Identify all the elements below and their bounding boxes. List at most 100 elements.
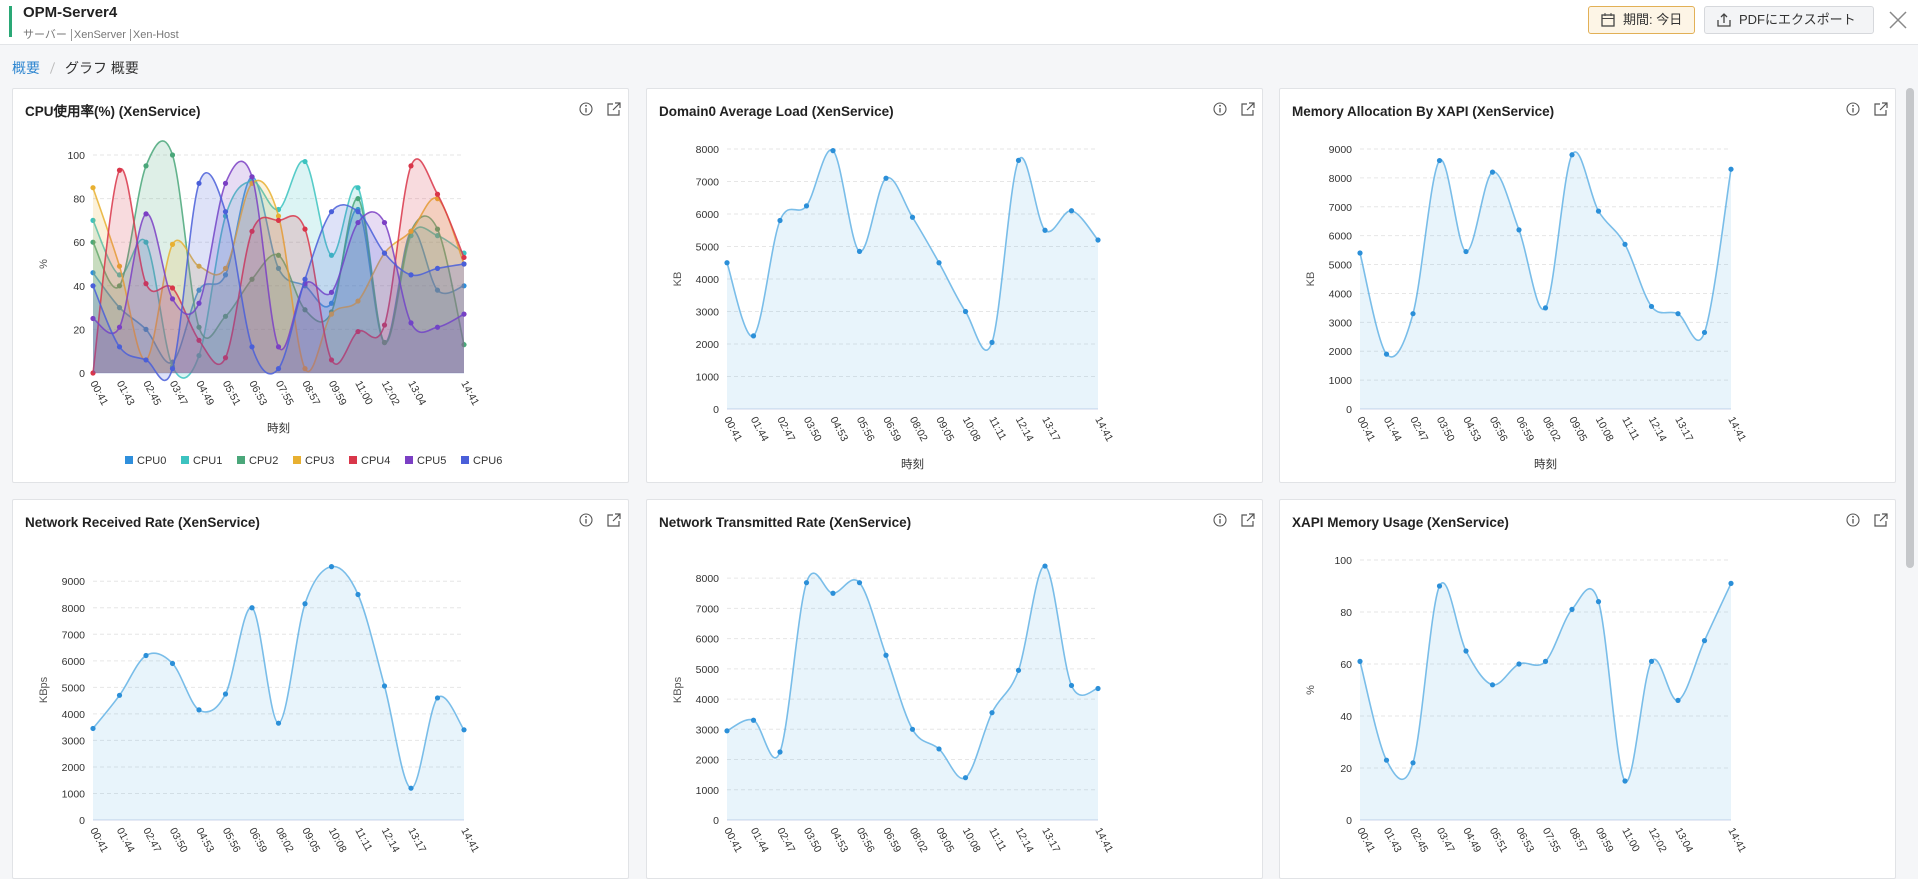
info-icon[interactable]: [579, 102, 593, 116]
export-button[interactable]: PDFにエクスポート: [1704, 6, 1874, 34]
data-point: [434, 287, 441, 293]
data-point: [196, 337, 202, 343]
line: [92, 171, 465, 382]
data-point: [408, 272, 414, 278]
y-axis-title: KB: [672, 272, 684, 287]
x-tick-label: 12:02: [379, 379, 402, 408]
info-icon[interactable]: [1846, 102, 1860, 116]
data-point: [275, 720, 282, 726]
data-point: [143, 652, 149, 659]
y-tick-label: 2000: [696, 339, 720, 351]
info-icon[interactable]: [579, 513, 593, 527]
data-point: [461, 342, 467, 348]
y-tick-label: 0: [713, 815, 719, 827]
open-icon[interactable]: [1241, 513, 1255, 527]
data-point: [222, 265, 229, 271]
scrollbar[interactable]: [1906, 88, 1914, 568]
x-tick-label: 13:17: [1039, 826, 1062, 855]
data-point: [1728, 166, 1734, 172]
data-point: [116, 167, 123, 173]
icon-shape: [1874, 513, 1888, 527]
x-tick-label: 13:17: [1039, 415, 1062, 444]
info-icon[interactable]: [1213, 102, 1227, 116]
open-icon[interactable]: [607, 513, 621, 527]
x-tick-label: 04:49: [1460, 826, 1483, 855]
data-point: [803, 203, 810, 209]
data-point: [355, 196, 361, 202]
data-point: [1095, 237, 1101, 243]
legend-label[interactable]: CPU0: [137, 455, 166, 467]
open-icon[interactable]: [1874, 513, 1888, 527]
x-tick-label: 09:05: [299, 826, 322, 855]
data-point: [381, 250, 388, 256]
data-point: [302, 601, 308, 607]
info-icon[interactable]: [1213, 513, 1227, 527]
period-button[interactable]: 期間: 今日: [1588, 6, 1695, 34]
x-tick-label: 05:56: [220, 826, 243, 855]
legend-label[interactable]: CPU1: [193, 455, 222, 467]
data-point: [90, 270, 96, 276]
x-tick-label: 14:41: [1725, 826, 1748, 855]
x-tick-label: 03:47: [1434, 826, 1457, 855]
open-icon[interactable]: [1241, 102, 1255, 116]
data-point: [461, 261, 467, 267]
data-point: [777, 217, 783, 224]
x-tick-label: 09:59: [326, 379, 349, 408]
y-tick-label: 20: [1340, 763, 1352, 775]
data-point: [302, 158, 308, 165]
data-point: [434, 191, 441, 197]
data-point: [116, 692, 123, 698]
data-point: [750, 333, 757, 339]
y-tick-label: 4000: [1329, 288, 1353, 300]
open-icon[interactable]: [1874, 102, 1888, 116]
open-icon[interactable]: [607, 102, 621, 116]
close-button[interactable]: [1888, 10, 1908, 30]
data-point: [1357, 250, 1363, 256]
legend-swatch: [181, 456, 189, 464]
x-axis-title: 時刻: [901, 457, 924, 471]
info-icon[interactable]: [1846, 513, 1860, 527]
x-tick-label: 06:53: [1513, 826, 1536, 855]
chart-title: Network Received Rate (XenService): [25, 515, 260, 530]
data-point: [1015, 157, 1022, 163]
x-tick-label: 11:11: [352, 826, 374, 854]
data-point: [1463, 648, 1469, 654]
icon-shape: [1846, 102, 1860, 116]
data-point: [408, 785, 414, 791]
line: [92, 565, 465, 789]
x-tick-label: 04:49: [193, 379, 216, 408]
data-point: [116, 305, 123, 311]
data-point: [461, 254, 467, 261]
data-point: [249, 344, 255, 350]
x-axis-title: 時刻: [267, 421, 290, 435]
data-point: [90, 239, 96, 245]
x-tick-label: 06:59: [880, 826, 903, 855]
data-point: [169, 152, 176, 158]
icon-shape: [607, 102, 621, 116]
data-point: [724, 728, 730, 734]
data-point: [883, 652, 889, 658]
legend-label[interactable]: CPU5: [417, 455, 446, 467]
legend-label[interactable]: CPU3: [305, 455, 334, 467]
data-point: [249, 276, 255, 282]
subtitle-part: XenServer: [70, 29, 126, 41]
area: [93, 566, 464, 820]
data-point: [355, 219, 361, 226]
data-point: [1569, 152, 1575, 158]
x-tick-label: 00:41: [87, 826, 110, 855]
data-point: [143, 281, 149, 287]
data-point: [461, 311, 467, 317]
legend-label[interactable]: CPU6: [473, 455, 502, 467]
data-point: [724, 260, 730, 266]
legend-label[interactable]: CPU4: [361, 455, 390, 467]
chart: Domain0 Average Load (XenService) 0 1000 20…: [659, 102, 1255, 471]
x-tick-label: 05:56: [1487, 415, 1510, 444]
server-subtitle: サーバー XenServer Xen-Host: [23, 26, 179, 42]
y-axis-title: KBps: [672, 676, 684, 703]
data-point: [328, 300, 335, 306]
breadcrumb-link[interactable]: 概要: [12, 60, 40, 76]
legend-label[interactable]: CPU2: [249, 455, 278, 467]
area: [1360, 151, 1731, 409]
legend-swatch: [405, 456, 413, 464]
x-tick-label: 00:41: [1354, 826, 1377, 855]
